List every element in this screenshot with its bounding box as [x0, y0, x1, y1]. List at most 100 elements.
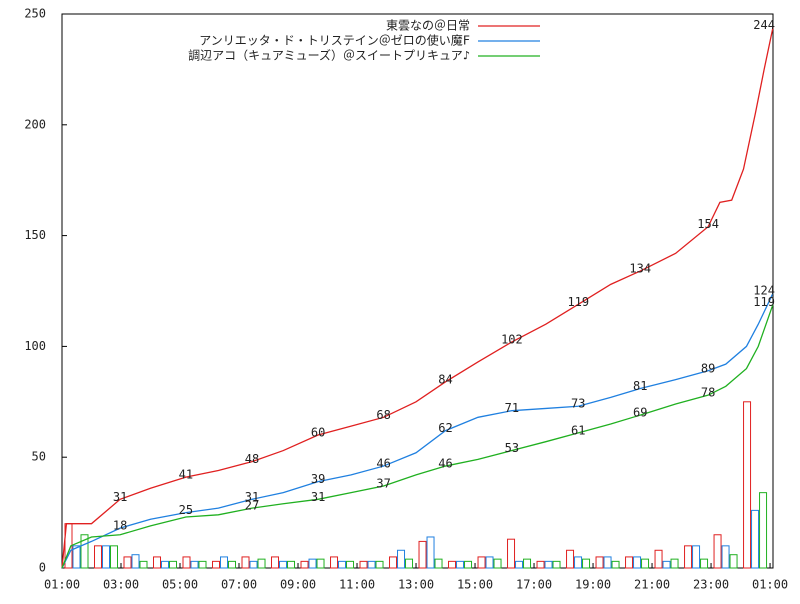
- hourly-bar: [684, 545, 693, 569]
- x-tick-label: 07:00: [221, 578, 257, 592]
- hourly-bar: [241, 556, 250, 569]
- y-tick-label: 0: [39, 561, 46, 575]
- hourly-bar: [633, 556, 642, 569]
- hourly-bar: [641, 558, 650, 569]
- hourly-bar: [759, 492, 768, 569]
- data-label: 48: [245, 452, 259, 466]
- hourly-bar: [397, 549, 406, 569]
- hourly-bar: [743, 401, 752, 569]
- data-label: 27: [245, 499, 259, 513]
- data-label: 81: [633, 379, 647, 393]
- x-tick-label: 09:00: [280, 578, 316, 592]
- data-label: 84: [438, 372, 452, 386]
- hourly-bar: [182, 556, 191, 569]
- x-tick-label: 11:00: [339, 578, 375, 592]
- hourly-bar: [153, 556, 162, 569]
- hourly-bar: [700, 558, 709, 569]
- data-label: 71: [505, 401, 519, 415]
- x-tick-label: 23:00: [693, 578, 729, 592]
- plot-frame: [61, 13, 774, 569]
- hourly-bar: [300, 560, 309, 569]
- legend-label: アンリエッタ・ド・トリステイン＠ゼロの使い魔F: [199, 33, 470, 48]
- data-label: 119: [753, 295, 775, 309]
- hourly-bar: [338, 560, 347, 569]
- hourly-bar: [80, 534, 89, 569]
- hourly-bar: [367, 560, 376, 569]
- hourly-bar: [330, 556, 339, 569]
- data-label: 68: [376, 408, 390, 422]
- data-label: 244: [753, 18, 775, 32]
- hourly-bar: [456, 560, 465, 569]
- data-label: 69: [633, 406, 647, 420]
- data-label: 119: [567, 295, 589, 309]
- hourly-bar: [131, 554, 140, 569]
- data-label: 124: [753, 284, 775, 298]
- data-label: 60: [311, 426, 325, 440]
- data-label: 25: [179, 503, 193, 517]
- data-label: 62: [438, 421, 452, 435]
- hourly-bar: [198, 560, 207, 569]
- hourly-bar: [418, 540, 427, 569]
- hourly-bar: [515, 560, 524, 569]
- data-label: 78: [701, 386, 715, 400]
- hourly-bar: [670, 558, 679, 569]
- legend-label: 東雲なの＠日常: [386, 19, 470, 33]
- hourly-bar: [212, 560, 221, 569]
- hourly-bar: [485, 556, 494, 569]
- hourly-bar: [308, 558, 317, 569]
- data-label: 39: [311, 472, 325, 486]
- hourly-bar: [190, 560, 199, 569]
- hourly-bar: [625, 556, 634, 569]
- hourly-bar: [271, 556, 280, 569]
- hourly-bar: [249, 560, 258, 569]
- data-label: 18: [113, 519, 127, 533]
- data-label: 134: [629, 262, 651, 276]
- hourly-bar: [228, 560, 237, 569]
- hourly-bar: [405, 558, 414, 569]
- x-tick-label: 17:00: [516, 578, 552, 592]
- data-label: 61: [571, 423, 585, 437]
- series-line: [61, 304, 774, 569]
- hourly-bar: [566, 549, 575, 569]
- data-label: 31: [311, 490, 325, 504]
- hourly-bar: [287, 560, 296, 569]
- hourly-bar: [448, 560, 457, 569]
- hourly-bar: [220, 556, 229, 569]
- y-tick-label: 100: [24, 339, 46, 353]
- x-tick-label: 01:00: [752, 578, 788, 592]
- data-label: 73: [571, 397, 585, 411]
- hourly-bar: [493, 558, 502, 569]
- hourly-bar: [123, 556, 132, 569]
- data-label: 46: [438, 457, 452, 471]
- x-tick-label: 19:00: [575, 578, 611, 592]
- series-line: [61, 292, 774, 569]
- hourly-bar: [692, 545, 701, 569]
- legend-label: 調辺アコ（キュアミューズ）＠スイートプリキュア♪: [188, 48, 470, 63]
- data-label: 53: [505, 441, 519, 455]
- hourly-bar: [359, 560, 368, 569]
- hourly-bar: [477, 556, 486, 569]
- hourly-bar: [507, 538, 516, 569]
- hourly-bar: [574, 556, 583, 569]
- hourly-bar: [279, 560, 288, 569]
- hourly-bar: [662, 560, 671, 569]
- hourly-bar: [536, 560, 545, 569]
- hourly-bar: [102, 545, 111, 569]
- hourly-bar: [161, 560, 170, 569]
- hourly-bar: [721, 545, 730, 569]
- hourly-bar: [654, 549, 663, 569]
- y-tick-label: 50: [32, 450, 46, 464]
- hourly-bar: [603, 556, 612, 569]
- x-tick-label: 01:00: [44, 578, 80, 592]
- x-tick-label: 03:00: [103, 578, 139, 592]
- data-label: 102: [501, 332, 523, 346]
- hourly-bar: [729, 554, 738, 569]
- x-tick-label: 15:00: [457, 578, 493, 592]
- hourly-bar: [316, 558, 325, 569]
- hourly-bar: [375, 560, 384, 569]
- data-label: 154: [697, 217, 719, 231]
- hourly-bar: [139, 560, 148, 569]
- hourly-bar: [751, 509, 760, 569]
